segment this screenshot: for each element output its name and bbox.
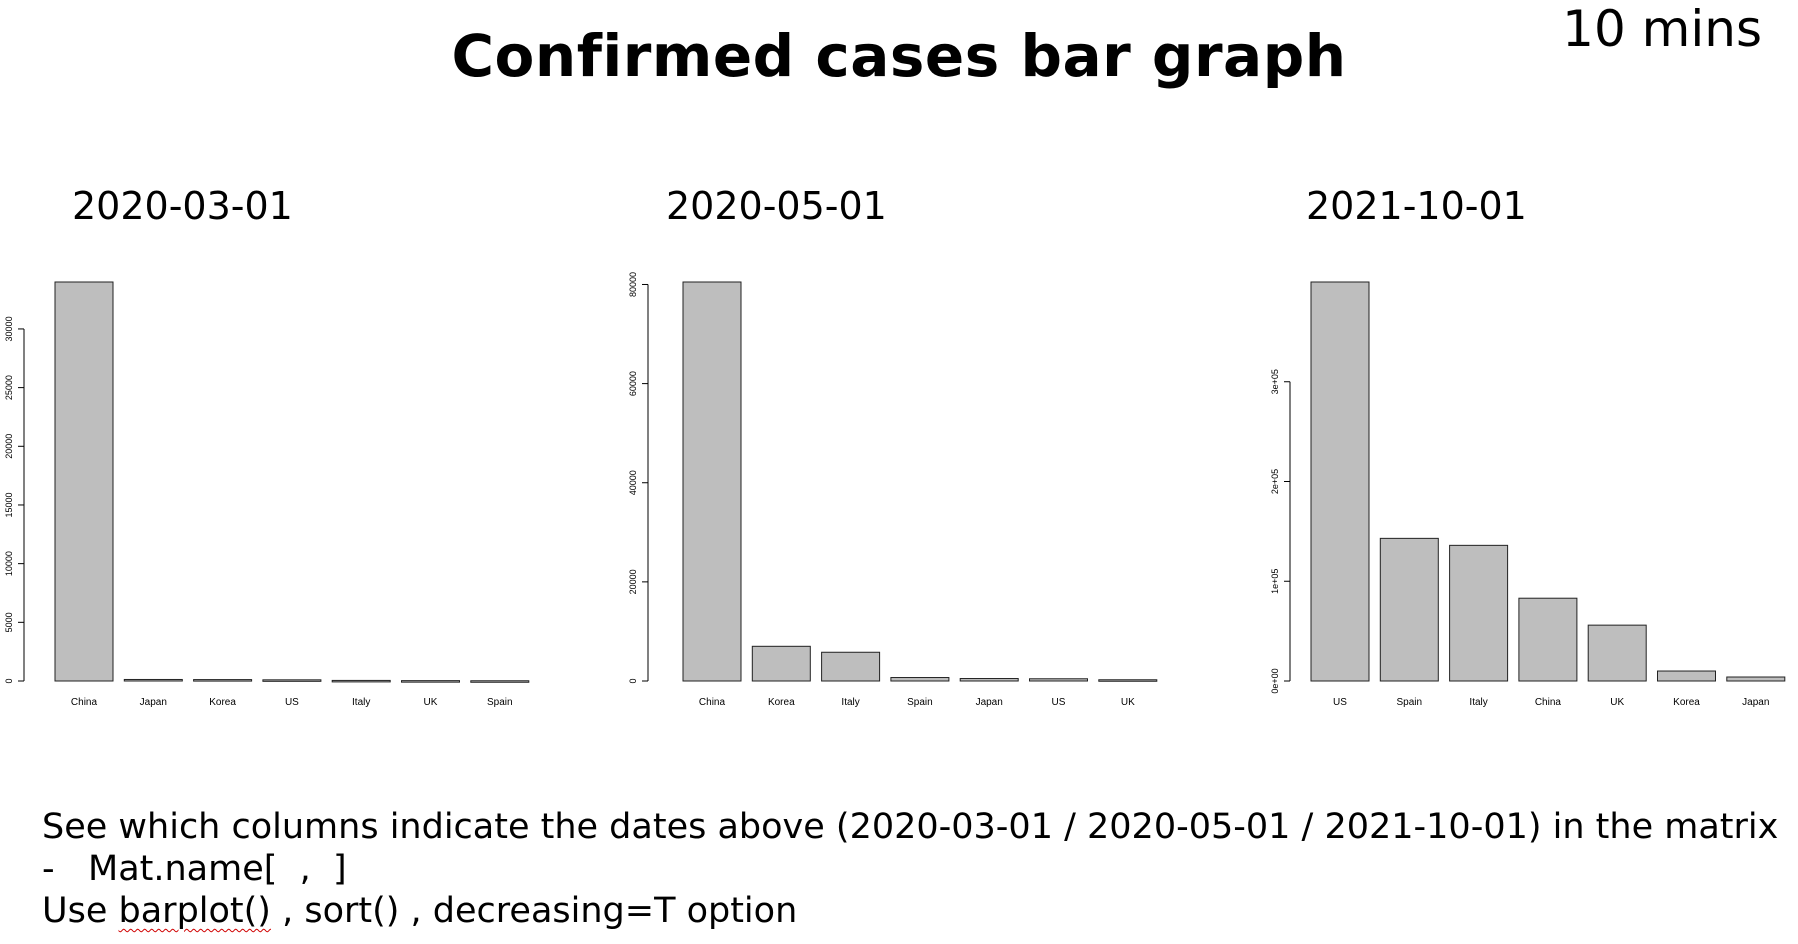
x-tick-label: Italy (352, 697, 370, 708)
chart-date-3: 2021-10-01 (1306, 184, 1527, 228)
instruction-line-3-suffix: , sort() , decreasing=T option (270, 891, 798, 931)
chart-date-2: 2020-05-01 (666, 184, 887, 228)
instruction-line-2: - Mat.name[ , ] (42, 849, 347, 889)
y-tick-label: 20000 (628, 569, 638, 594)
bar-italy (1449, 544, 1509, 682)
chart-date-1: 2020-03-01 (72, 184, 293, 228)
instruction-line-3: Use barplot() , sort() , decreasing=T op… (42, 890, 1778, 932)
y-tick-label: 80000 (628, 272, 638, 297)
instructions: See which columns indicate the dates abo… (42, 806, 1778, 932)
bar-korea (193, 679, 253, 682)
x-tick-label: Spain (1397, 697, 1423, 708)
y-tick-label: 0 (4, 678, 14, 683)
x-tick-label: Italy (841, 697, 859, 708)
x-tick-label: UK (424, 697, 438, 708)
x-tick-label: US (1333, 697, 1347, 708)
x-tick-label: US (1052, 697, 1066, 708)
y-tick-label: 30000 (4, 316, 14, 341)
bar-spain (890, 677, 950, 682)
instruction-line-3-prefix: Use (42, 891, 119, 931)
bar-korea (1657, 670, 1716, 682)
bar-japan (959, 678, 1019, 682)
bar-uk (1587, 624, 1647, 682)
y-tick-label: 60000 (628, 371, 638, 396)
x-tick-label: Japan (976, 697, 1003, 708)
bar-china (682, 281, 742, 682)
y-tick-label: 1e+05 (1270, 569, 1280, 594)
x-tick-label: Japan (1742, 697, 1769, 708)
bar-us (262, 679, 322, 682)
bar-uk (401, 680, 460, 683)
y-tick-label: 5000 (4, 612, 14, 632)
x-tick-label: US (285, 697, 299, 708)
bar-korea (751, 645, 811, 682)
bar-chart-2020-05-01: China Korea Italy Spain Japan US UK 0 20000 40000… (628, 272, 1158, 708)
bar-spain (470, 680, 530, 683)
x-tick-label: Spain (487, 697, 513, 708)
barplot-function-text: barplot() (118, 891, 271, 931)
bar-chart-2020-03-01: China Japan Korea US Italy UK Spain 0 5000 10000 1… (4, 281, 530, 708)
bar-japan (1726, 676, 1786, 682)
bar-spain (1379, 537, 1439, 682)
y-tick-label: 15000 (4, 492, 14, 517)
x-tick-label: Japan (140, 697, 167, 708)
instruction-line-1: See which columns indicate the dates abo… (42, 807, 1779, 847)
bar-chart-2021-10-01: US Spain Italy China UK Korea Japan 0e+00 1e+05 2… (1270, 281, 1786, 708)
y-tick-label: 40000 (628, 470, 638, 495)
y-tick-label: 0e+00 (1270, 668, 1280, 693)
y-tick-label: 20000 (4, 434, 14, 459)
x-tick-label: UK (1121, 697, 1135, 708)
x-tick-label: UK (1610, 697, 1624, 708)
bar-us (1029, 678, 1088, 682)
x-tick-label: China (1535, 697, 1562, 708)
bar-italy (331, 679, 391, 683)
bar-china (54, 281, 114, 682)
bar-china (1518, 597, 1578, 682)
y-tick-label: 0 (628, 678, 638, 683)
y-tick-label: 3e+05 (1270, 369, 1280, 394)
x-tick-label: Korea (1673, 697, 1700, 708)
x-tick-label: Spain (907, 697, 933, 708)
x-tick-label: Korea (768, 697, 795, 708)
x-tick-label: China (699, 697, 726, 708)
x-tick-label: Italy (1469, 697, 1487, 708)
bar-uk (1098, 679, 1158, 682)
x-tick-label: Korea (209, 697, 236, 708)
y-tick-label: 2e+05 (1270, 469, 1280, 494)
bar-us (1310, 281, 1370, 682)
y-tick-label: 25000 (4, 375, 14, 400)
x-tick-label: China (71, 697, 98, 708)
slide-title: Confirmed cases bar graph (451, 22, 1347, 90)
y-tick-label: 10000 (4, 551, 14, 576)
bar-italy (821, 651, 881, 682)
timer-label: 10 mins (1562, 0, 1762, 58)
bar-japan (123, 678, 183, 682)
